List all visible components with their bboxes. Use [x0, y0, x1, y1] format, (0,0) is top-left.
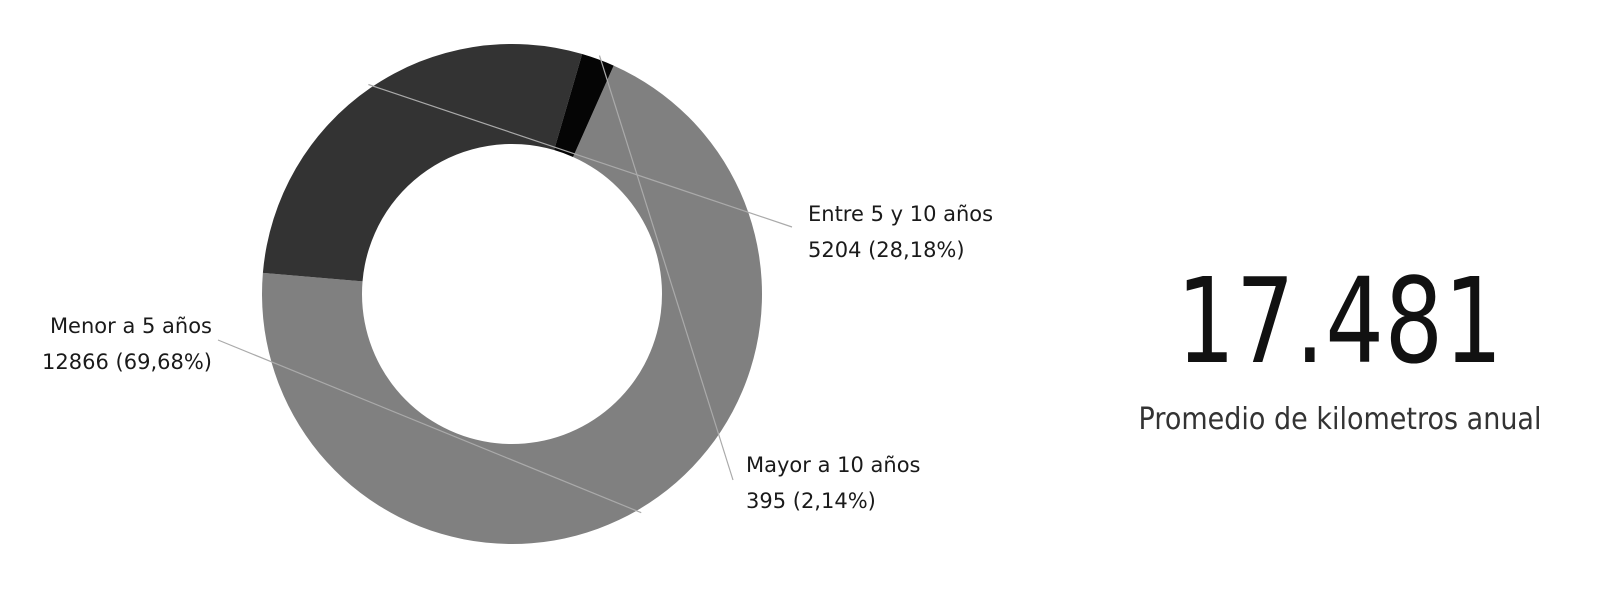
slice-entre-5-y-10-anos[interactable] — [262, 44, 583, 282]
leader-line-menor-a-5-anos — [217, 339, 642, 514]
leader-line-mayor-a-10-anos — [598, 55, 734, 481]
slice-labels: Menor a 5 años 12866 (69,68%) Entre 5 y 10… — [42, 202, 993, 513]
kpi-value: 17.481 — [1176, 252, 1504, 390]
donut-slices — [262, 44, 763, 544]
kpi-label: Promedio de kilometros anual — [1138, 402, 1542, 437]
slice-value-label: 5204 (28,18%) — [808, 238, 965, 262]
slice-menor-a-5-anos[interactable] — [262, 65, 763, 544]
kpi-card: 17.481 Promedio de kilometros anual — [1080, 262, 1600, 437]
leader-lines — [217, 55, 793, 514]
donut-chart: Menor a 5 años 12866 (69,68%) Entre 5 y 10… — [42, 44, 993, 544]
slice-value-label: 395 (2,14%) — [746, 489, 876, 513]
slice-mayor-a-10-anos[interactable] — [554, 54, 614, 157]
slice-category-label: Mayor a 10 años — [746, 453, 920, 477]
slice-category-label: Menor a 5 años — [50, 314, 212, 338]
leader-line-entre-5-y-10-anos — [368, 83, 793, 228]
slice-value-label: 12866 (69,68%) — [42, 350, 212, 374]
slice-category-label: Entre 5 y 10 años — [808, 202, 993, 226]
